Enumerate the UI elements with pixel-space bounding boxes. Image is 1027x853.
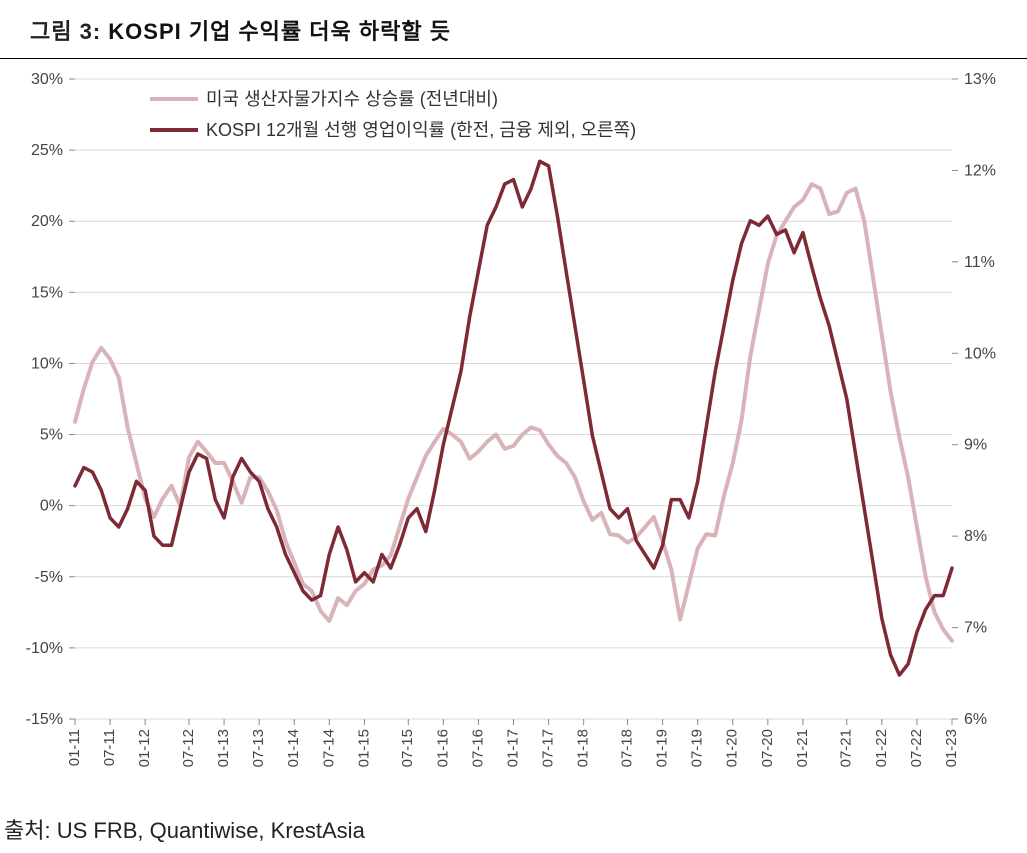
legend-item-series1: 미국 생산자물가지수 상승률 (전년대비) <box>150 85 636 114</box>
svg-text:5%: 5% <box>40 427 63 444</box>
title-prefix: 그림 3: <box>30 19 108 44</box>
svg-text:01-13: 01-13 <box>215 729 232 767</box>
legend-label-series2: KOSPI 12개월 선행 영업이익률 (한전, 금융 제외, 오른쪽) <box>206 116 636 145</box>
svg-text:01-15: 01-15 <box>355 729 372 767</box>
svg-text:07-20: 07-20 <box>759 729 776 767</box>
svg-text:10%: 10% <box>964 345 996 362</box>
chart-area: 미국 생산자물가지수 상승률 (전년대비) KOSPI 12개월 선행 영업이익… <box>0 59 1027 809</box>
svg-text:-5%: -5% <box>35 569 63 586</box>
svg-text:8%: 8% <box>964 528 987 545</box>
svg-text:07-13: 07-13 <box>250 729 267 767</box>
svg-text:0%: 0% <box>40 498 63 515</box>
svg-text:11%: 11% <box>964 254 995 271</box>
svg-text:13%: 13% <box>964 71 996 88</box>
legend-swatch-series2 <box>150 128 198 132</box>
svg-text:-15%: -15% <box>26 711 63 728</box>
svg-text:01-23: 01-23 <box>943 729 960 767</box>
svg-text:9%: 9% <box>964 437 987 454</box>
svg-text:30%: 30% <box>31 71 63 88</box>
svg-text:01-18: 01-18 <box>575 729 592 767</box>
legend-item-series2: KOSPI 12개월 선행 영업이익률 (한전, 금융 제외, 오른쪽) <box>150 116 636 145</box>
svg-text:01-16: 01-16 <box>434 729 451 767</box>
svg-text:07-18: 07-18 <box>618 729 635 767</box>
source-citation: 출처: US FRB, Quantiwise, KrestAsia <box>0 809 1027 845</box>
svg-text:07-15: 07-15 <box>399 729 416 767</box>
svg-text:01-22: 01-22 <box>873 729 890 767</box>
svg-text:01-12: 01-12 <box>136 729 153 767</box>
svg-text:6%: 6% <box>964 711 987 728</box>
svg-text:07-16: 07-16 <box>469 729 486 767</box>
chart-title: 그림 3: KOSPI 기업 수익률 더욱 하락할 듯 <box>0 0 1027 59</box>
svg-text:07-19: 07-19 <box>689 729 706 767</box>
svg-text:01-19: 01-19 <box>654 729 671 767</box>
svg-text:-10%: -10% <box>26 640 63 657</box>
svg-text:12%: 12% <box>964 162 996 179</box>
svg-text:07-12: 07-12 <box>180 729 197 767</box>
chart-legend: 미국 생산자물가지수 상승률 (전년대비) KOSPI 12개월 선행 영업이익… <box>150 85 636 147</box>
svg-text:20%: 20% <box>31 213 63 230</box>
line-chart-svg: -15% -10% -5% 0% 5% 10% 15% 20% 25% 30% 6% 7% 8% 9% 10… <box>0 59 1027 809</box>
svg-text:01-11: 01-11 <box>66 729 83 766</box>
svg-text:07-17: 07-17 <box>540 729 557 767</box>
svg-text:01-21: 01-21 <box>794 729 811 767</box>
svg-text:01-17: 01-17 <box>504 729 521 767</box>
svg-text:15%: 15% <box>31 284 63 301</box>
svg-text:07-21: 07-21 <box>838 729 855 767</box>
svg-text:7%: 7% <box>964 620 987 637</box>
legend-label-series1: 미국 생산자물가지수 상승률 (전년대비) <box>206 85 498 114</box>
svg-text:25%: 25% <box>31 142 63 159</box>
svg-text:07-14: 07-14 <box>320 729 337 767</box>
svg-text:07-22: 07-22 <box>908 729 925 767</box>
title-main: KOSPI 기업 수익률 더욱 하락할 듯 <box>108 19 451 44</box>
svg-text:07-11: 07-11 <box>101 729 118 766</box>
svg-text:01-14: 01-14 <box>285 729 302 767</box>
svg-text:10%: 10% <box>31 355 63 372</box>
legend-swatch-series1 <box>150 97 198 101</box>
svg-text:01-20: 01-20 <box>724 729 741 767</box>
